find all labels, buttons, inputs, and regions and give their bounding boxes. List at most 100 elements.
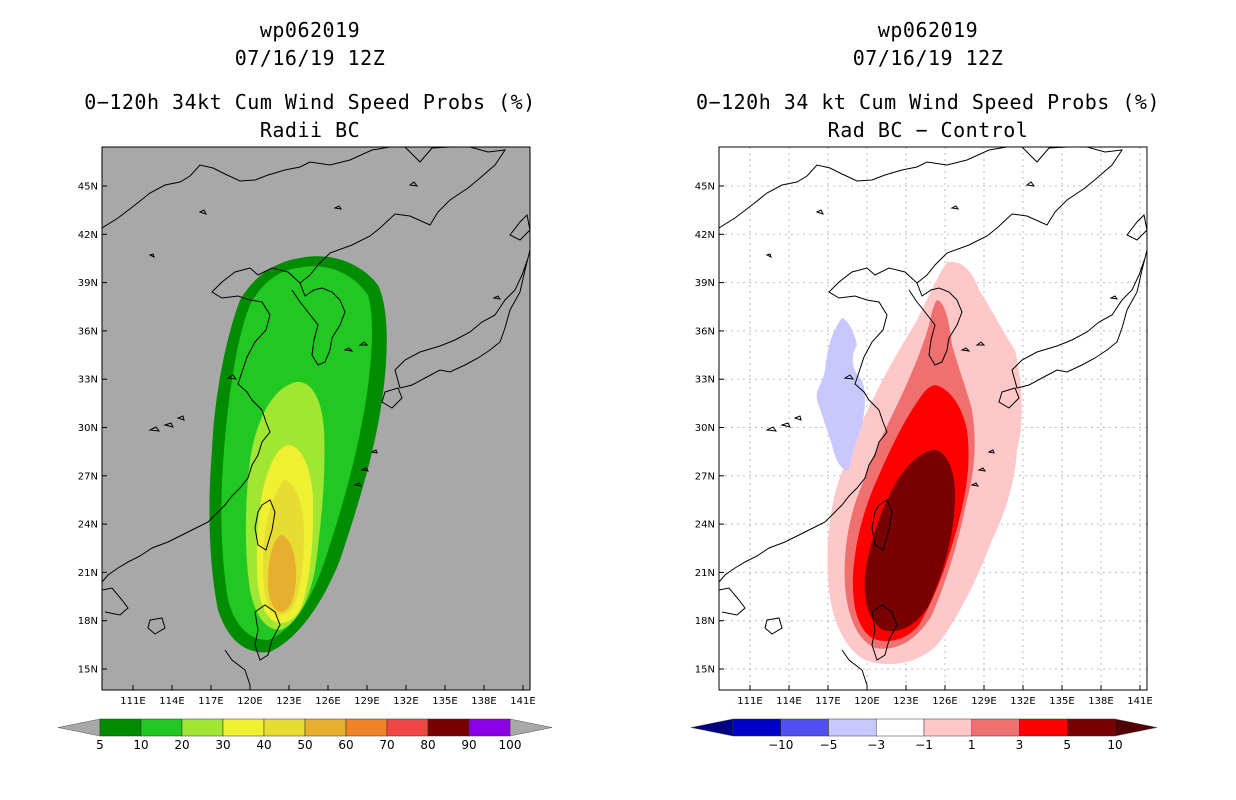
colorbar-arrow-left: [690, 718, 734, 737]
colorbar-swatch: [222, 718, 265, 737]
lon-label: 120E: [854, 696, 879, 707]
lon-label: 111E: [120, 696, 145, 707]
colorbar-label: 40: [256, 738, 271, 752]
lon-label: 129E: [354, 696, 379, 707]
lon-label: 111E: [737, 696, 762, 707]
colorbar-label: 10: [133, 738, 148, 752]
left-map-frame: [101, 146, 531, 691]
lon-label: 120E: [237, 696, 262, 707]
lon-label: 138E: [471, 696, 496, 707]
lat-label: 45N: [695, 182, 715, 193]
lat-label: 42N: [695, 230, 715, 241]
colorbar-label: 5: [96, 738, 104, 752]
right-subtitle: Rad BC − Control: [827, 118, 1029, 142]
right-lat-labels: 45N 42N 39N 36N 33N 30N 27N 24N 21N 18N 15N: [695, 182, 724, 676]
lat-label: 42N: [78, 230, 98, 241]
lon-label: 141E: [1127, 696, 1152, 707]
colorbar-swatch: [181, 718, 224, 737]
left-probability-contours: [102, 147, 530, 686]
colorbar-arrow-left: [57, 718, 101, 737]
colorbar-swatch: [140, 718, 183, 737]
lon-label: 126E: [315, 696, 340, 707]
colorbar-label: 3: [1016, 738, 1024, 752]
colorbar-swatch: [1019, 718, 1068, 737]
colorbar-label: −1: [915, 738, 933, 752]
colorbar-label: −3: [867, 738, 885, 752]
lon-label: 123E: [276, 696, 301, 707]
left-colorbar: 5 10 20 30 40 50 60 70 80 90 100: [57, 718, 553, 752]
colorbar-swatch: [304, 718, 347, 737]
colorbar-label: 50: [297, 738, 312, 752]
lon-label: 135E: [1049, 696, 1074, 707]
right-map-frame: [718, 146, 1148, 691]
colorbar-label: −5: [820, 738, 838, 752]
lat-label: 39N: [78, 278, 98, 289]
lon-label: 123E: [893, 696, 918, 707]
colorbar-label: −10: [768, 738, 793, 752]
lat-label: 18N: [78, 616, 98, 627]
lat-label: 15N: [695, 665, 715, 676]
lat-label: 36N: [695, 326, 715, 337]
colorbar-swatch: [1067, 718, 1116, 737]
left-product-title: 0−120h 34kt Cum Wind Speed Probs (%): [84, 90, 536, 114]
colorbar-swatch: [876, 718, 925, 737]
lat-label: 45N: [78, 182, 98, 193]
lat-label: 15N: [78, 665, 98, 676]
lon-label: 126E: [932, 696, 957, 707]
left-lat-labels: 45N 42N 39N 36N 33N 30N 27N 24N 21N 18N 15N: [78, 182, 107, 676]
left-lon-labels: 111E 114E 117E 120E 123E 126E 129E 132E 135E 138E…: [120, 685, 536, 707]
left-storm-id: wp062019: [259, 18, 361, 42]
lon-label: 117E: [198, 696, 223, 707]
colorbar-swatch: [971, 718, 1020, 737]
lat-label: 27N: [78, 471, 98, 482]
colorbar-label: 20: [174, 738, 189, 752]
contour-minus-1: [816, 318, 866, 471]
lat-label: 33N: [695, 375, 715, 386]
right-datetime: 07/16/19 12Z: [852, 46, 1004, 70]
colorbar-swatch: [923, 718, 972, 737]
lon-label: 114E: [776, 696, 801, 707]
colorbar-swatch: [427, 718, 470, 737]
lat-label: 30N: [695, 423, 715, 434]
contour-50: [268, 535, 297, 612]
lat-label: 21N: [78, 568, 98, 579]
colorbar-arrow-right: [509, 718, 553, 737]
lat-label: 36N: [78, 326, 98, 337]
lat-label: 24N: [78, 520, 98, 531]
colorbar-label: 10: [1107, 738, 1122, 752]
lon-label: 132E: [393, 696, 418, 707]
colorbar-swatch: [828, 718, 877, 737]
lat-label: 33N: [78, 375, 98, 386]
colorbar-label: 70: [379, 738, 394, 752]
left-datetime: 07/16/19 12Z: [234, 46, 386, 70]
colorbar-swatch: [780, 718, 829, 737]
colorbar-label: 90: [461, 738, 476, 752]
colorbar-label: 1: [968, 738, 976, 752]
lat-label: 21N: [695, 568, 715, 579]
lat-label: 30N: [78, 423, 98, 434]
colorbar-swatch: [345, 718, 388, 737]
right-colorbar: −10 −5 −3 −1 1 3 5 10: [690, 718, 1158, 752]
lon-label: 138E: [1088, 696, 1113, 707]
right-difference-contours: [719, 147, 1147, 690]
colorbar-label: 80: [420, 738, 435, 752]
left-subtitle: Radii BC: [259, 118, 361, 142]
lon-label: 132E: [1010, 696, 1035, 707]
lon-label: 114E: [159, 696, 184, 707]
colorbar-swatch: [732, 718, 781, 737]
colorbar-arrow-right: [1114, 718, 1158, 737]
lat-label: 18N: [695, 616, 715, 627]
colorbar-swatch: [386, 718, 429, 737]
lon-label: 129E: [971, 696, 996, 707]
colorbar-swatch: [263, 718, 306, 737]
colorbar-label: 100: [499, 738, 522, 752]
lon-label: 141E: [510, 696, 535, 707]
colorbar-label: 60: [338, 738, 353, 752]
lat-label: 39N: [695, 278, 715, 289]
colorbar-swatch: [99, 718, 142, 737]
lon-label: 135E: [432, 696, 457, 707]
contour-plus-10: [864, 450, 955, 632]
